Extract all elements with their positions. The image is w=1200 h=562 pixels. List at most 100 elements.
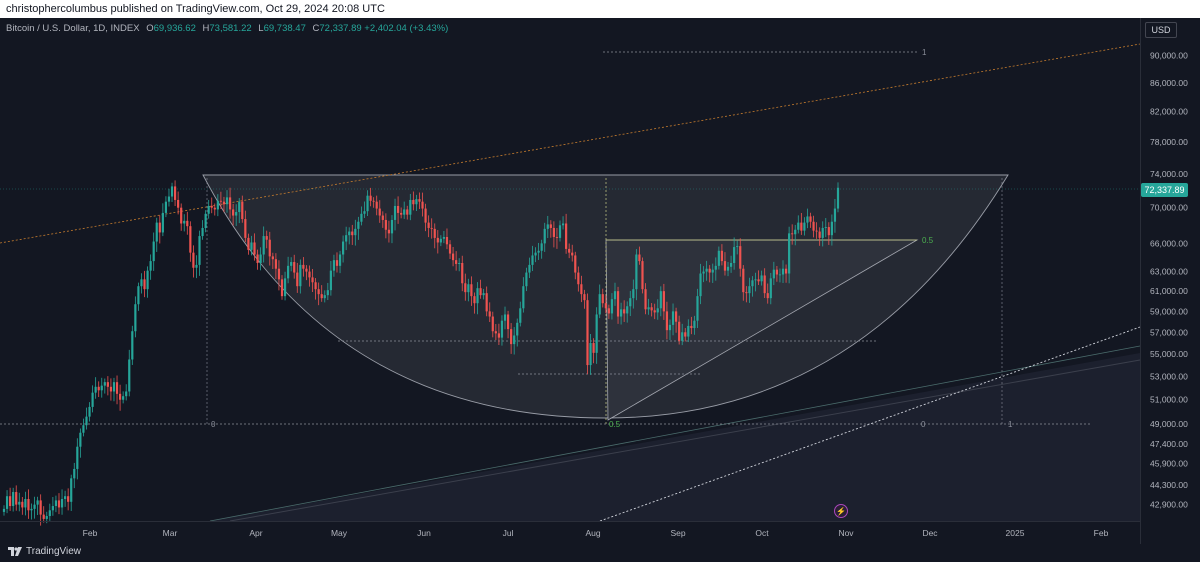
- candle: [684, 328, 687, 342]
- candle: [42, 506, 45, 523]
- idea-icon[interactable]: ⚡: [834, 504, 848, 518]
- currency-button[interactable]: USD: [1145, 22, 1177, 38]
- change-value: +2,402.04 (+3.43%): [364, 23, 449, 34]
- candle-body: [757, 279, 760, 282]
- candle: [415, 194, 418, 211]
- candle-body: [232, 209, 235, 216]
- candle-body: [146, 270, 149, 290]
- fib-label-1-top: 1: [922, 48, 927, 57]
- candle-body: [183, 220, 186, 224]
- candle-body: [836, 187, 840, 209]
- candle: [97, 381, 100, 398]
- candle: [311, 268, 314, 293]
- candle-body: [351, 231, 354, 236]
- candle-body: [323, 295, 326, 299]
- candle-body: [36, 500, 39, 505]
- candle: [506, 310, 510, 339]
- candle: [207, 199, 210, 219]
- price-chart[interactable]: 0 0.5 0.5 0 1 1 90,000.00 86,000.00 82,000.00 78,…: [0, 18, 1200, 544]
- candle: [528, 257, 531, 279]
- candle-body: [546, 224, 549, 229]
- candle-body: [415, 199, 418, 205]
- candle-body: [235, 212, 238, 216]
- candle: [427, 215, 430, 238]
- candle: [678, 315, 681, 345]
- candle: [253, 233, 256, 261]
- candle: [280, 275, 284, 300]
- candle-body: [772, 269, 775, 279]
- candle-body: [754, 279, 757, 281]
- candle: [213, 203, 216, 216]
- candle-body: [45, 516, 48, 519]
- candle-body: [647, 307, 650, 310]
- candle: [543, 222, 546, 252]
- candle-body: [335, 260, 339, 266]
- candle-body: [641, 261, 644, 290]
- candle: [308, 265, 311, 287]
- candle-body: [494, 331, 497, 334]
- candle: [806, 208, 809, 229]
- candle-body: [668, 324, 672, 331]
- candle-body: [262, 236, 265, 255]
- candle: [546, 215, 549, 239]
- candle-body: [723, 261, 727, 271]
- candle: [687, 319, 690, 343]
- candle-body: [250, 242, 253, 250]
- candle: [494, 323, 497, 341]
- candle: [534, 247, 537, 263]
- candle-body: [27, 498, 30, 511]
- open-label: O: [146, 23, 154, 34]
- candle-body: [681, 332, 684, 341]
- candle-body: [708, 268, 711, 273]
- candle-body: [601, 294, 604, 304]
- y-tick-label: 74,000.00: [1150, 169, 1188, 179]
- candle-body: [632, 289, 635, 299]
- candle-body: [705, 268, 708, 272]
- candle-body: [439, 238, 442, 243]
- candle: [384, 213, 387, 239]
- candle: [439, 235, 442, 247]
- brand[interactable]: TradingView: [8, 546, 81, 557]
- candle-body: [616, 291, 620, 317]
- candle-body: [491, 316, 494, 332]
- candle-body: [268, 239, 271, 257]
- candle: [519, 301, 522, 327]
- candle-body: [2, 508, 6, 512]
- candle: [473, 292, 476, 314]
- candle: [781, 260, 785, 284]
- candle-body: [726, 266, 730, 271]
- candle-body: [479, 288, 482, 296]
- y-tick-label: 42,900.00: [1150, 500, 1188, 510]
- candle: [418, 192, 421, 209]
- candle-body: [293, 262, 296, 273]
- y-tick-label: 82,000.00: [1150, 107, 1188, 117]
- candle: [497, 323, 501, 345]
- candle: [149, 254, 152, 280]
- candle-body: [693, 320, 696, 329]
- candle: [259, 247, 262, 271]
- candle: [424, 203, 427, 232]
- candle: [183, 214, 186, 232]
- x-tick-label: Apr: [249, 528, 262, 538]
- candle-body: [629, 298, 632, 307]
- candle: [326, 282, 329, 301]
- candle-body: [561, 223, 565, 226]
- fib-label-0-right: 0: [921, 420, 926, 429]
- candle: [745, 286, 748, 303]
- candle-body: [583, 294, 586, 301]
- candle-body: [650, 307, 653, 311]
- candle: [748, 277, 751, 303]
- candle: [729, 255, 733, 273]
- candle: [644, 283, 647, 315]
- candle: [177, 191, 180, 215]
- candle: [818, 227, 821, 246]
- candle-body: [635, 254, 638, 290]
- candle-body: [305, 268, 308, 272]
- candle: [720, 244, 724, 266]
- channel-wedge-shade: [210, 353, 1140, 521]
- candle-body: [363, 211, 366, 214]
- candle-body: [558, 225, 562, 238]
- candle-body: [201, 227, 204, 237]
- candle-body: [580, 284, 583, 295]
- candle-body: [409, 199, 412, 215]
